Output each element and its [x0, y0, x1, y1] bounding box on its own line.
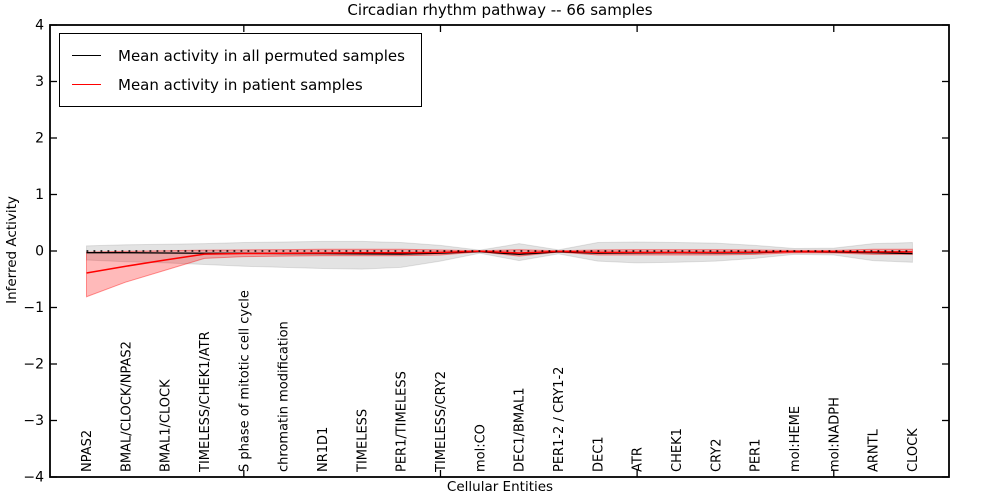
x-category-label: CLOCK — [906, 428, 921, 472]
x-category-label: PER1 — [749, 439, 764, 472]
y-tick-label: 3 — [35, 74, 44, 90]
legend-label-patient: Mean activity in patient samples — [118, 75, 363, 94]
y-tick-label: 1 — [35, 187, 44, 203]
x-category-label: TIMELESS — [355, 409, 370, 473]
x-category-label: TIMELESS/CHEK1/ATR — [198, 331, 213, 473]
x-category-label: BMAL/CLOCK/NPAS2 — [119, 341, 134, 472]
patient-mean-line — [86, 250, 913, 274]
patient-line-swatch — [72, 84, 101, 85]
permuted-confidence-band — [86, 240, 913, 270]
legend: Mean activity in all permuted samples Me… — [59, 33, 422, 107]
legend-item-permuted: Mean activity in all permuted samples — [72, 41, 405, 70]
y-tick-label: −4 — [23, 470, 44, 486]
x-category-label: PER1/TIMELESS — [395, 371, 410, 472]
y-tick-label: −2 — [23, 357, 44, 373]
x-category-label: ATR — [631, 447, 646, 472]
chart-title: Circadian rhythm pathway -- 66 samples — [347, 1, 653, 19]
y-tick-label: 4 — [35, 18, 44, 34]
x-category-label: S phase of mitotic cell cycle — [237, 290, 252, 472]
y-axis-title: Inferred Activity — [4, 196, 20, 304]
x-category-label: chromatin modification — [277, 321, 292, 472]
permuted-line-swatch — [72, 55, 101, 56]
x-category-label: CRY2 — [709, 439, 724, 473]
x-category-label: CHEK1 — [670, 428, 685, 472]
x-category-label: mol:HEME — [788, 406, 803, 472]
legend-label-permuted: Mean activity in all permuted samples — [118, 46, 405, 65]
x-category-label: PER1-2 / CRY1-2 — [552, 367, 567, 472]
x-category-label: ARNTL — [867, 428, 882, 472]
y-tick-label: 2 — [35, 131, 44, 147]
x-category-label: DEC1 — [591, 436, 606, 472]
x-category-label: mol:CO — [473, 424, 488, 472]
x-category-label: mol:NADPH — [827, 397, 842, 472]
x-category-label: NR1D1 — [316, 427, 331, 472]
y-tick-label: −1 — [23, 300, 44, 316]
patient-confidence-band — [86, 248, 913, 298]
x-category-label: BMAL1/CLOCK — [159, 379, 174, 472]
x-axis-title: Cellular Entities — [446, 479, 554, 495]
x-category-label: NPAS2 — [80, 430, 95, 472]
y-tick-label: 0 — [35, 244, 44, 260]
x-category-label: TIMELESS/CRY2 — [434, 371, 449, 473]
y-tick-label: −3 — [23, 413, 44, 429]
x-category-label: DEC1/BMAL1 — [513, 388, 528, 473]
legend-item-patient: Mean activity in patient samples — [72, 70, 405, 99]
